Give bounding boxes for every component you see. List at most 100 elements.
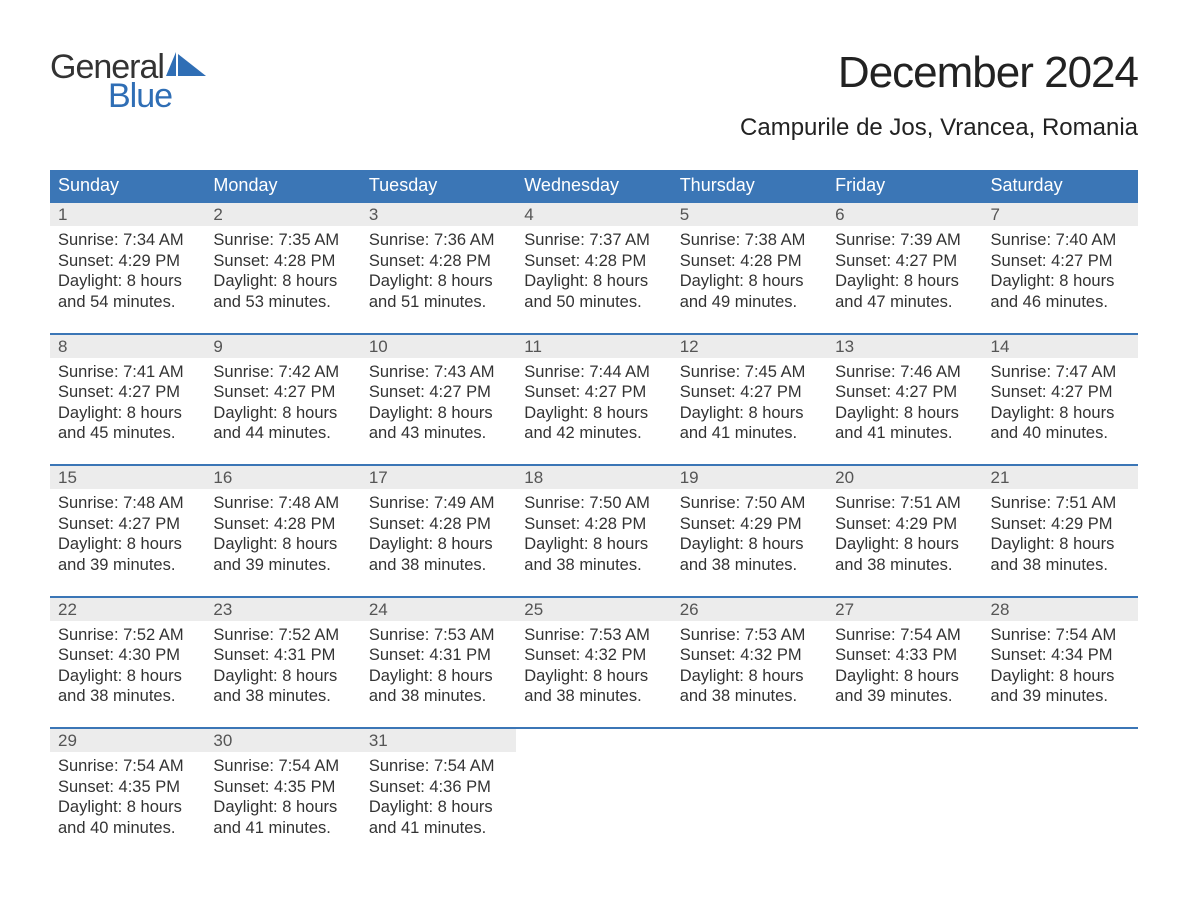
sunrise-text: Sunrise: 7:53 AM	[680, 625, 819, 646]
d2-text: and 38 minutes.	[524, 686, 663, 707]
sunrise-text: Sunrise: 7:51 AM	[991, 493, 1130, 514]
weekday-header: Saturday	[983, 170, 1138, 202]
d2-text: and 38 minutes.	[369, 555, 508, 576]
d2-text: and 38 minutes.	[680, 555, 819, 576]
weekday-header: Monday	[205, 170, 360, 202]
sunrise-text: Sunrise: 7:52 AM	[213, 625, 352, 646]
d1-text: Daylight: 8 hours	[369, 797, 508, 818]
day-detail-cell: Sunrise: 7:44 AMSunset: 4:27 PMDaylight:…	[516, 358, 671, 466]
day-number-cell: 26	[672, 597, 827, 621]
sunset-text: Sunset: 4:28 PM	[680, 251, 819, 272]
day-number-cell: 23	[205, 597, 360, 621]
sunset-text: Sunset: 4:27 PM	[680, 382, 819, 403]
sunset-text: Sunset: 4:27 PM	[524, 382, 663, 403]
sunset-text: Sunset: 4:28 PM	[524, 251, 663, 272]
day-number-cell: 30	[205, 728, 360, 752]
sunrise-text: Sunrise: 7:39 AM	[835, 230, 974, 251]
sunset-text: Sunset: 4:27 PM	[991, 251, 1130, 272]
sunset-text: Sunset: 4:35 PM	[58, 777, 197, 798]
d2-text: and 49 minutes.	[680, 292, 819, 313]
sunset-text: Sunset: 4:27 PM	[369, 382, 508, 403]
d1-text: Daylight: 8 hours	[680, 403, 819, 424]
d2-text: and 42 minutes.	[524, 423, 663, 444]
d1-text: Daylight: 8 hours	[524, 666, 663, 687]
d2-text: and 53 minutes.	[213, 292, 352, 313]
day-detail-cell: Sunrise: 7:37 AMSunset: 4:28 PMDaylight:…	[516, 226, 671, 334]
day-number-cell	[672, 728, 827, 752]
sunrise-text: Sunrise: 7:42 AM	[213, 362, 352, 383]
sunrise-text: Sunrise: 7:53 AM	[524, 625, 663, 646]
sunset-text: Sunset: 4:28 PM	[213, 514, 352, 535]
d2-text: and 47 minutes.	[835, 292, 974, 313]
day-detail-cell	[983, 752, 1138, 859]
d2-text: and 38 minutes.	[524, 555, 663, 576]
day-number-cell: 12	[672, 334, 827, 358]
day-detail-row: Sunrise: 7:52 AMSunset: 4:30 PMDaylight:…	[50, 621, 1138, 729]
d2-text: and 41 minutes.	[369, 818, 508, 839]
sunset-text: Sunset: 4:27 PM	[58, 382, 197, 403]
day-number-cell: 28	[983, 597, 1138, 621]
sunset-text: Sunset: 4:31 PM	[213, 645, 352, 666]
day-number-cell: 2	[205, 202, 360, 226]
page-header: General Blue December 2024 Campurile de …	[50, 48, 1138, 142]
d2-text: and 39 minutes.	[58, 555, 197, 576]
day-detail-cell: Sunrise: 7:38 AMSunset: 4:28 PMDaylight:…	[672, 226, 827, 334]
sunrise-text: Sunrise: 7:54 AM	[835, 625, 974, 646]
day-number-cell: 19	[672, 465, 827, 489]
sunrise-text: Sunrise: 7:37 AM	[524, 230, 663, 251]
sunrise-text: Sunrise: 7:45 AM	[680, 362, 819, 383]
weekday-header: Tuesday	[361, 170, 516, 202]
day-number-cell: 17	[361, 465, 516, 489]
sunset-text: Sunset: 4:29 PM	[680, 514, 819, 535]
day-detail-cell: Sunrise: 7:51 AMSunset: 4:29 PMDaylight:…	[983, 489, 1138, 597]
day-number-cell: 27	[827, 597, 982, 621]
d2-text: and 41 minutes.	[680, 423, 819, 444]
d1-text: Daylight: 8 hours	[58, 403, 197, 424]
d2-text: and 38 minutes.	[213, 686, 352, 707]
day-number-cell: 9	[205, 334, 360, 358]
d2-text: and 41 minutes.	[213, 818, 352, 839]
day-number-cell	[827, 728, 982, 752]
day-detail-cell: Sunrise: 7:48 AMSunset: 4:28 PMDaylight:…	[205, 489, 360, 597]
day-number-row: 15161718192021	[50, 465, 1138, 489]
sunset-text: Sunset: 4:28 PM	[213, 251, 352, 272]
month-title: December 2024	[740, 48, 1138, 98]
sunrise-text: Sunrise: 7:52 AM	[58, 625, 197, 646]
d1-text: Daylight: 8 hours	[524, 271, 663, 292]
sunrise-text: Sunrise: 7:50 AM	[524, 493, 663, 514]
sunset-text: Sunset: 4:36 PM	[369, 777, 508, 798]
day-detail-cell: Sunrise: 7:52 AMSunset: 4:31 PMDaylight:…	[205, 621, 360, 729]
d1-text: Daylight: 8 hours	[680, 666, 819, 687]
brand-logo: General Blue	[50, 48, 210, 116]
day-detail-cell: Sunrise: 7:53 AMSunset: 4:32 PMDaylight:…	[672, 621, 827, 729]
d1-text: Daylight: 8 hours	[213, 271, 352, 292]
day-detail-cell: Sunrise: 7:54 AMSunset: 4:34 PMDaylight:…	[983, 621, 1138, 729]
d2-text: and 50 minutes.	[524, 292, 663, 313]
day-number-cell: 21	[983, 465, 1138, 489]
weekday-header: Wednesday	[516, 170, 671, 202]
day-number-cell: 25	[516, 597, 671, 621]
sunset-text: Sunset: 4:33 PM	[835, 645, 974, 666]
sunset-text: Sunset: 4:28 PM	[524, 514, 663, 535]
sunrise-text: Sunrise: 7:34 AM	[58, 230, 197, 251]
day-detail-cell: Sunrise: 7:49 AMSunset: 4:28 PMDaylight:…	[361, 489, 516, 597]
sunrise-text: Sunrise: 7:41 AM	[58, 362, 197, 383]
day-detail-row: Sunrise: 7:48 AMSunset: 4:27 PMDaylight:…	[50, 489, 1138, 597]
day-detail-cell: Sunrise: 7:46 AMSunset: 4:27 PMDaylight:…	[827, 358, 982, 466]
d1-text: Daylight: 8 hours	[369, 534, 508, 555]
day-detail-row: Sunrise: 7:54 AMSunset: 4:35 PMDaylight:…	[50, 752, 1138, 859]
day-number-cell: 8	[50, 334, 205, 358]
day-number-cell: 22	[50, 597, 205, 621]
d2-text: and 51 minutes.	[369, 292, 508, 313]
d1-text: Daylight: 8 hours	[369, 666, 508, 687]
day-detail-cell: Sunrise: 7:54 AMSunset: 4:33 PMDaylight:…	[827, 621, 982, 729]
d2-text: and 38 minutes.	[58, 686, 197, 707]
day-detail-cell: Sunrise: 7:50 AMSunset: 4:28 PMDaylight:…	[516, 489, 671, 597]
sunset-text: Sunset: 4:32 PM	[680, 645, 819, 666]
d2-text: and 46 minutes.	[991, 292, 1130, 313]
d2-text: and 40 minutes.	[991, 423, 1130, 444]
day-detail-cell: Sunrise: 7:53 AMSunset: 4:32 PMDaylight:…	[516, 621, 671, 729]
sunset-text: Sunset: 4:32 PM	[524, 645, 663, 666]
day-number-row: 891011121314	[50, 334, 1138, 358]
day-number-cell: 1	[50, 202, 205, 226]
